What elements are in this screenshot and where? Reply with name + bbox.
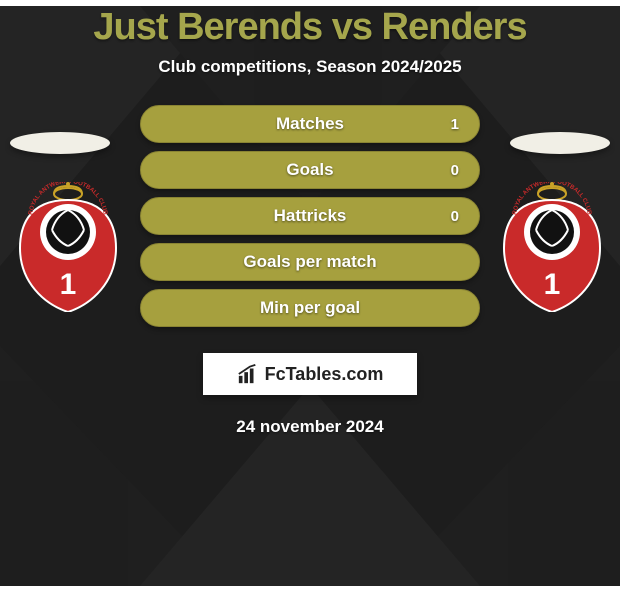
fctables-logo-text: FcTables.com [265, 364, 384, 385]
stat-label: Goals [286, 160, 333, 180]
stat-bar: Min per goal [140, 289, 480, 327]
stat-bar: Matches 1 [140, 105, 480, 143]
page-title: Just Berends vs Renders [0, 6, 620, 49]
stat-value-right: 1 [451, 116, 459, 133]
stat-value-right: 0 [451, 162, 459, 179]
stats-container: Matches 1 Goals 0 Hattricks 0 Goals per match M… [0, 105, 620, 437]
stat-label: Goals per match [243, 252, 376, 272]
stat-label: Hattricks [274, 206, 347, 226]
stat-label: Matches [276, 114, 344, 134]
stat-bar: Hattricks 0 [140, 197, 480, 235]
stat-bar: Goals per match [140, 243, 480, 281]
stat-bar: Goals 0 [140, 151, 480, 189]
stat-value-right: 0 [451, 208, 459, 225]
stat-label: Min per goal [260, 298, 360, 318]
date-label: 24 november 2024 [236, 417, 383, 437]
fctables-logo[interactable]: FcTables.com [203, 353, 417, 395]
subtitle: Club competitions, Season 2024/2025 [0, 57, 620, 77]
bars-icon [237, 363, 259, 385]
